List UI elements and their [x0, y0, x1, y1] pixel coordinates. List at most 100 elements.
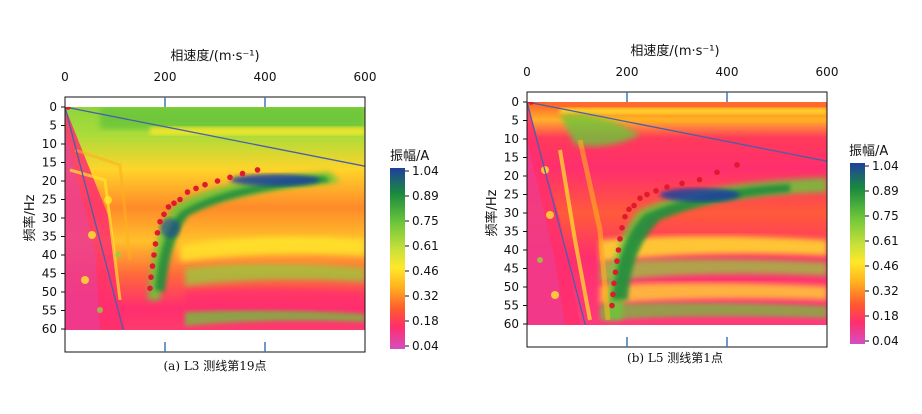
panel-a: 0 200 400 600 0 5 10 15 20 25 30 35 40 45 50 55 60 相速度/(… — [22, 48, 439, 373]
y-axis-label-a: 频率/Hz — [22, 194, 38, 241]
axes-a: 0 200 400 600 0 5 10 15 20 25 30 35 40 45 50 55 60 — [42, 70, 377, 352]
reference-line — [65, 107, 124, 330]
caption-a: (a) L3 测线第19点 — [163, 359, 266, 373]
x-tick-label: 200 — [616, 65, 639, 79]
y-tick-label: 20 — [42, 174, 57, 188]
reference-lines-b — [527, 102, 827, 325]
y-tick-label: 55 — [504, 299, 519, 313]
x-axis-label-b: 相速度/(m·s⁻¹) — [630, 43, 719, 59]
pick-point — [193, 185, 199, 192]
pick-point — [239, 170, 246, 177]
y-tick-label: 60 — [504, 317, 519, 331]
pick-point — [227, 174, 233, 181]
colorbar-a — [390, 168, 405, 349]
pick-point — [202, 181, 208, 188]
pick-point — [679, 180, 685, 187]
panel-b: 0 200 400 600 0 5 10 15 20 25 30 35 40 45 50 55 60 相速度/(… — [484, 43, 899, 365]
colorbar-tick-label: 0.61 — [412, 239, 439, 253]
colorbar-ticks-b: 1.04 0.89 0.75 0.61 0.46 0.32 0.18 0.04 — [865, 159, 899, 348]
plot-frame-b — [526, 91, 828, 348]
pick-point — [626, 206, 632, 213]
colorbar-tick-label: 0.61 — [872, 234, 899, 248]
y-tick-label: 50 — [42, 285, 57, 299]
pick-point — [637, 195, 643, 201]
pick-point — [152, 241, 159, 247]
x-tick-label: 400 — [254, 70, 277, 84]
pick-point — [65, 107, 71, 110]
y-tick-label: 30 — [42, 211, 57, 225]
pick-point — [612, 269, 619, 276]
pick-point — [154, 230, 161, 236]
y-tick-label: 40 — [504, 243, 519, 257]
pick-point — [619, 225, 625, 231]
y-tick-label: 15 — [42, 156, 57, 170]
pick-point — [151, 252, 157, 258]
colorbar-tick-label: 0.32 — [412, 289, 439, 303]
pick-point — [148, 274, 154, 281]
pick-point — [615, 247, 622, 253]
pick-point — [696, 176, 703, 183]
pick-point — [664, 184, 670, 190]
x-tick-label: 0 — [61, 70, 69, 84]
y-tick-label: 35 — [504, 225, 519, 239]
x-tick-label: 600 — [354, 70, 377, 84]
y-tick-label: 5 — [49, 119, 57, 133]
colorbar-tick-label: 0.04 — [872, 334, 899, 348]
colorbar-b — [850, 163, 865, 344]
x-tick-label: 200 — [154, 70, 177, 84]
y-tick-label: 10 — [42, 137, 57, 151]
colorbar-tick-label: 0.18 — [412, 314, 439, 328]
reference-line — [527, 102, 827, 162]
pick-point — [214, 178, 221, 184]
pick-point — [165, 204, 172, 210]
pick-point — [614, 258, 620, 264]
y-tick-label: 0 — [49, 100, 57, 114]
pick-point — [631, 202, 637, 209]
y-tick-label: 20 — [504, 169, 519, 183]
colorbar-tick-label: 0.75 — [872, 209, 899, 223]
colorbar-tick-label: 1.04 — [872, 159, 899, 173]
y-tick-label: 35 — [42, 230, 57, 244]
axes-b: 0 200 400 600 0 5 10 15 20 25 30 35 40 45 50 55 60 — [504, 65, 839, 347]
pick-point — [617, 236, 623, 242]
colorbar-tick-label: 0.04 — [412, 339, 439, 353]
y-tick-label: 15 — [504, 151, 519, 165]
plot-frame-a — [64, 96, 366, 353]
colorbar-tick-label: 1.04 — [412, 164, 439, 178]
pick-point — [161, 211, 167, 218]
heatmap-a — [65, 107, 365, 330]
pick-point — [149, 263, 156, 269]
heatmap-b — [527, 102, 827, 325]
colorbar-tick-label: 0.89 — [872, 184, 899, 198]
y-tick-label: 40 — [42, 248, 57, 262]
colorbar-tick-label: 0.89 — [412, 189, 439, 203]
pick-points-a — [65, 107, 261, 292]
pick-point — [622, 213, 628, 220]
pick-point — [611, 280, 617, 287]
y-tick-label: 25 — [504, 188, 519, 202]
reference-lines-a — [65, 107, 365, 330]
pick-point — [714, 169, 720, 176]
y-tick-label: 10 — [504, 132, 519, 146]
pick-point — [147, 285, 153, 292]
y-tick-label: 30 — [504, 206, 519, 220]
pick-point — [171, 200, 177, 206]
x-tick-label: 600 — [816, 65, 839, 79]
pick-point — [254, 167, 261, 173]
y-tick-label: 5 — [511, 114, 519, 128]
pick-point — [528, 102, 534, 105]
caption-b: (b) L5 测线第1点 — [627, 351, 723, 365]
x-axis-label-a: 相速度/(m·s⁻¹) — [170, 48, 259, 64]
pick-point — [157, 218, 163, 225]
pick-point — [184, 189, 191, 195]
x-tick-label: 0 — [523, 65, 531, 79]
y-tick-label: 60 — [42, 322, 57, 336]
pick-point — [610, 291, 616, 298]
y-tick-label: 0 — [511, 95, 519, 109]
colorbar-title-b: 振幅/A — [849, 144, 888, 159]
colorbar-ticks-a: 1.04 0.89 0.75 0.61 0.46 0.32 0.18 0.04 — [405, 164, 439, 353]
y-tick-label: 50 — [504, 280, 519, 294]
x-tick-label: 400 — [716, 65, 739, 79]
pick-point — [609, 302, 615, 309]
